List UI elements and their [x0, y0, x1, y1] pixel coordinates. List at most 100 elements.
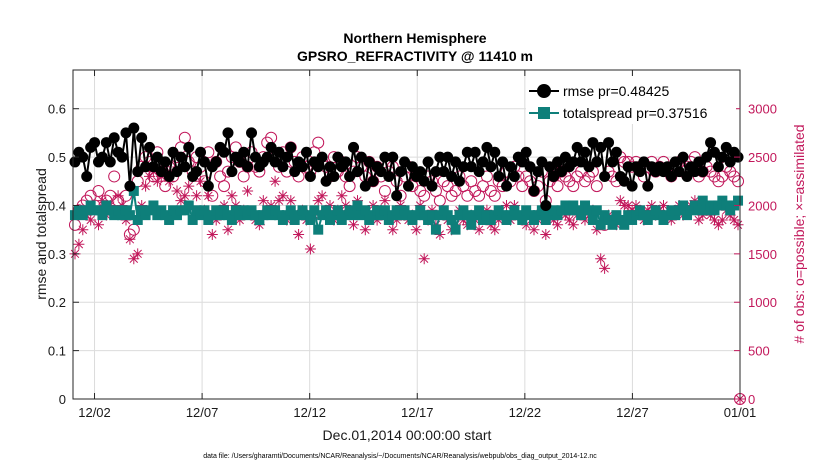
legend-rmse-label: rmse pr=0.48425	[563, 83, 669, 99]
rmse-point-145	[638, 156, 650, 168]
possible-point-100	[461, 189, 474, 202]
possible-point-123	[551, 180, 564, 193]
possible-point-133	[590, 180, 603, 193]
rmse-point-116	[524, 161, 536, 173]
totalspread-point-114	[517, 214, 528, 225]
rmse-point-114	[516, 156, 528, 168]
rmse-point-165	[716, 151, 728, 163]
assimilated-point-169	[732, 219, 744, 231]
rmse-point-81	[387, 151, 399, 163]
assimilated-point-127	[567, 219, 579, 231]
totalspread-point-134	[595, 219, 606, 230]
possible-point-23	[159, 180, 172, 193]
rmse-point-38	[218, 146, 230, 158]
rmse-point-129	[575, 156, 587, 168]
totalspread-point-160	[697, 195, 708, 206]
rmse-point-7	[96, 151, 108, 163]
rmse-point-64	[320, 175, 332, 187]
rmse-point-13	[120, 127, 132, 139]
assimilated-point-159	[693, 214, 705, 226]
rmse-point-137	[606, 156, 618, 168]
rmse-point-89	[418, 175, 430, 187]
rmse-point-51	[269, 156, 281, 168]
rmse-point-98	[453, 175, 465, 187]
rmse-point-122	[548, 170, 560, 182]
rmse-point-2	[77, 151, 89, 163]
rmse-point-95	[442, 151, 454, 163]
assimilated-point-44	[242, 185, 254, 197]
rmse-point-83	[395, 166, 407, 178]
rmse-point-26	[171, 166, 183, 178]
rmse-point-167	[724, 156, 736, 168]
rmse-point-152	[665, 170, 677, 182]
totalspread-point-155	[678, 200, 689, 211]
possible-point-0	[68, 218, 81, 231]
rmse-point-67	[332, 151, 344, 163]
rmse-point-132	[587, 137, 599, 149]
assimilated-point-120	[540, 229, 552, 240]
rmse-point-80	[383, 170, 395, 182]
rmse-point-12	[116, 151, 128, 163]
x-axis-label: Dec.01,2014 00:00:00 start	[323, 427, 492, 443]
rmse-point-99	[457, 161, 469, 173]
rmse-point-162	[705, 137, 717, 149]
possible-point-89	[418, 189, 431, 202]
y-tick-label-6: 0.6	[48, 102, 66, 117]
possible-point-38	[218, 180, 231, 193]
rmse-point-124	[555, 166, 567, 178]
rmse-point-29	[183, 141, 195, 153]
y-tick-label-0: 0	[59, 392, 66, 407]
y-right-tick-label-3: 1500	[748, 247, 777, 262]
x-tick-label-2: 12/12	[293, 405, 326, 420]
totalspread-point-15	[128, 185, 139, 196]
possible-point-102	[469, 184, 482, 197]
possible-point-50	[265, 131, 278, 144]
assimilated-point-19	[144, 170, 155, 182]
rmse-point-131	[583, 161, 595, 173]
totalspread-point-103	[474, 205, 485, 216]
rmse-point-46	[249, 151, 261, 163]
footnote: data file: /Users/gharamti/Documents/NCA…	[203, 453, 597, 460]
rmse-point-156	[681, 170, 693, 182]
totalspread-point-71	[348, 210, 359, 221]
rmse-point-78	[375, 166, 387, 178]
y-right-tick-label-0: 0	[748, 392, 755, 407]
totalspread-point-67	[332, 205, 343, 216]
assimilated-point-1	[73, 238, 85, 250]
possible-point-167	[724, 165, 737, 178]
y-right-tick-label-4: 2000	[748, 198, 777, 213]
assimilated-point-150	[658, 200, 669, 211]
rmse-point-54	[281, 151, 293, 163]
possible-point-164	[712, 175, 725, 188]
rmse-point-136	[603, 137, 615, 149]
possible-point-107	[488, 189, 501, 202]
totalspread-point-16	[132, 214, 143, 225]
rmse-point-93	[434, 151, 446, 163]
rmse-point-158	[689, 166, 701, 178]
possible-point-93	[433, 194, 446, 207]
totalspread-point-101	[466, 219, 477, 230]
rmse-point-101	[465, 161, 477, 173]
legend: rmse pr=0.48425 totalspread pr=0.37516	[526, 76, 736, 124]
rmse-point-155	[677, 151, 689, 163]
totalspread-point-7	[97, 210, 108, 221]
rmse-point-125	[559, 151, 571, 163]
assimilated-point-26	[171, 185, 183, 197]
possible-point-128	[571, 170, 584, 183]
y-right-tick-label-5: 2500	[748, 150, 777, 165]
assimilated-point-123	[552, 219, 564, 231]
rmse-point-159	[693, 156, 705, 168]
possible-point-106	[484, 184, 497, 197]
assimilated-point-135	[599, 262, 611, 274]
rmse-point-107	[489, 146, 501, 158]
assimilated-point-81	[387, 224, 399, 236]
assimilated-point-126	[563, 214, 575, 226]
y-right-tick-label-6: 3000	[748, 102, 777, 117]
assimilated-point-32	[195, 175, 206, 187]
rmse-point-110	[501, 180, 513, 192]
rmse-point-153	[669, 156, 681, 168]
assimilated-point-57	[293, 229, 305, 240]
rmse-point-45	[246, 127, 258, 139]
totalspread-point-24	[164, 214, 175, 225]
